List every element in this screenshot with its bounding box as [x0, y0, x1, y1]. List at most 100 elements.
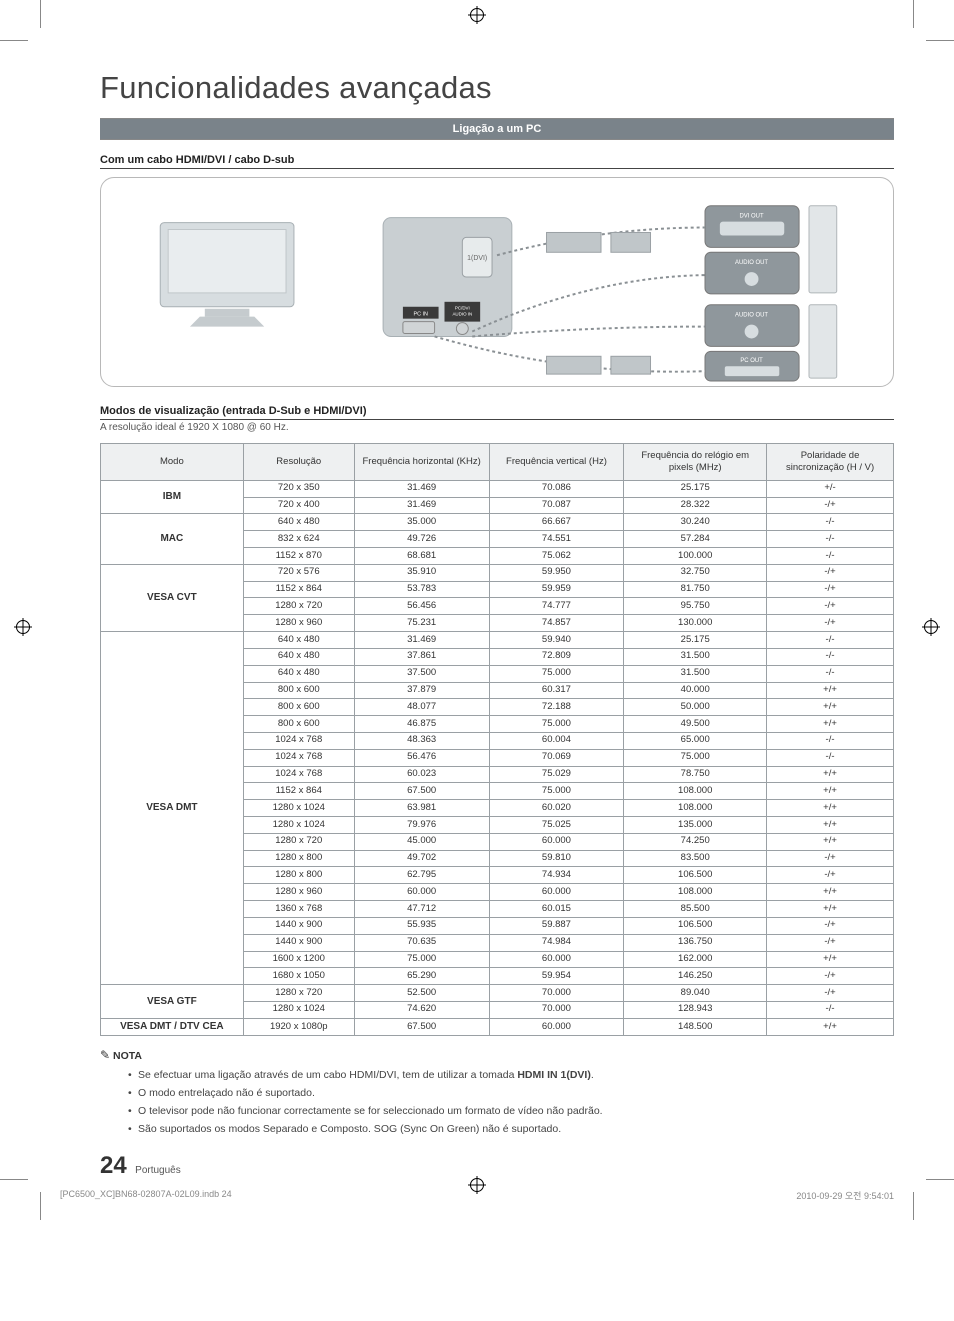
- table-cell: 59.810: [489, 850, 624, 867]
- section-bar: Ligação a um PC: [100, 118, 894, 140]
- page-footer: 24 Português: [100, 1152, 894, 1180]
- table-cell: 53.783: [354, 581, 489, 598]
- table-cell: 74.857: [489, 615, 624, 632]
- table-cell: 31.469: [354, 632, 489, 649]
- svg-text:1(DVI): 1(DVI): [467, 255, 487, 262]
- table-cell: 75.000: [489, 783, 624, 800]
- table-cell: 1280 x 1024: [243, 1001, 354, 1018]
- page-number: 24: [100, 1152, 127, 1179]
- table-cell: -/+: [767, 850, 894, 867]
- table-cell: 75.000: [354, 951, 489, 968]
- table-cell: 148.500: [624, 1018, 767, 1036]
- table-cell: -/-: [767, 665, 894, 682]
- crop-mark: [926, 1179, 954, 1180]
- table-cell: 70.000: [489, 985, 624, 1002]
- subheading-cable: Com um cabo HDMI/DVI / cabo D-sub: [100, 154, 894, 169]
- table-cell: 832 x 624: [243, 531, 354, 548]
- table-cell: 800 x 600: [243, 699, 354, 716]
- page-language: Português: [135, 1165, 181, 1176]
- svg-text:PC OUT: PC OUT: [740, 358, 763, 364]
- table-cell: 55.935: [354, 917, 489, 934]
- table-cell: +/+: [767, 833, 894, 850]
- table-cell: 46.875: [354, 716, 489, 733]
- table-cell: +/-: [767, 480, 894, 497]
- table-header: Modo: [101, 444, 244, 481]
- table-cell: -/+: [767, 934, 894, 951]
- table-cell: 60.000: [489, 833, 624, 850]
- mode-cell: MAC: [101, 514, 244, 564]
- table-cell: -/-: [767, 648, 894, 665]
- table-cell: -/-: [767, 749, 894, 766]
- table-cell: 74.777: [489, 598, 624, 615]
- table-cell: 40.000: [624, 682, 767, 699]
- table-cell: 75.025: [489, 817, 624, 834]
- table-cell: 37.500: [354, 665, 489, 682]
- table-cell: 78.750: [624, 766, 767, 783]
- table-cell: 800 x 600: [243, 716, 354, 733]
- table-cell: +/+: [767, 699, 894, 716]
- table-cell: -/-: [767, 1001, 894, 1018]
- table-cell: 720 x 400: [243, 497, 354, 514]
- crop-mark: [40, 1192, 41, 1220]
- table-cell: 108.000: [624, 783, 767, 800]
- table-cell: -/+: [767, 598, 894, 615]
- nota-item: O modo entrelaçado não é suportado.: [128, 1084, 894, 1102]
- table-cell: 162.000: [624, 951, 767, 968]
- table-cell: +/+: [767, 884, 894, 901]
- table-cell: 106.500: [624, 917, 767, 934]
- table-cell: 45.000: [354, 833, 489, 850]
- table-cell: 60.000: [354, 884, 489, 901]
- table-cell: 31.469: [354, 497, 489, 514]
- table-cell: 37.879: [354, 682, 489, 699]
- table-cell: 75.231: [354, 615, 489, 632]
- table-cell: 75.029: [489, 766, 624, 783]
- table-row: VESA GTF1280 x 72052.50070.00089.040-/+: [101, 985, 894, 1002]
- table-cell: 60.000: [489, 884, 624, 901]
- table-cell: 35.000: [354, 514, 489, 531]
- table-cell: 640 x 480: [243, 632, 354, 649]
- table-cell: 128.943: [624, 1001, 767, 1018]
- table-row: IBM720 x 35031.46970.08625.175+/-: [101, 480, 894, 497]
- table-cell: -/+: [767, 581, 894, 598]
- svg-text:PC IN: PC IN: [413, 312, 428, 318]
- table-cell: 59.950: [489, 564, 624, 581]
- table-cell: +/+: [767, 800, 894, 817]
- svg-text:AUDIO OUT: AUDIO OUT: [735, 260, 768, 266]
- table-cell: 100.000: [624, 548, 767, 565]
- table-cell: -/+: [767, 968, 894, 985]
- table-cell: +/+: [767, 682, 894, 699]
- table-cell: +/+: [767, 951, 894, 968]
- nota-item: O televisor pode não funcionar correctam…: [128, 1102, 894, 1120]
- table-cell: 60.023: [354, 766, 489, 783]
- table-cell: 74.551: [489, 531, 624, 548]
- crop-mark: [0, 40, 28, 41]
- table-cell: 1440 x 900: [243, 917, 354, 934]
- table-cell: 59.887: [489, 917, 624, 934]
- table-cell: 67.500: [354, 783, 489, 800]
- table-cell: 56.456: [354, 598, 489, 615]
- table-cell: 108.000: [624, 884, 767, 901]
- table-cell: 48.363: [354, 732, 489, 749]
- table-cell: 49.702: [354, 850, 489, 867]
- table-cell: -/+: [767, 564, 894, 581]
- table-cell: 95.750: [624, 598, 767, 615]
- table-cell: 70.635: [354, 934, 489, 951]
- table-row: VESA DMT / DTV CEA1920 x 1080p67.50060.0…: [101, 1018, 894, 1036]
- table-cell: 31.500: [624, 648, 767, 665]
- svg-text:PC/DVI: PC/DVI: [455, 306, 470, 311]
- nota-item: São suportados os modos Separado e Compo…: [128, 1120, 894, 1138]
- table-cell: 48.077: [354, 699, 489, 716]
- nota-item: Se efectuar uma ligação através de um ca…: [128, 1066, 894, 1084]
- table-cell: 75.000: [624, 749, 767, 766]
- table-cell: 56.476: [354, 749, 489, 766]
- table-cell: +/+: [767, 817, 894, 834]
- print-footer-left: [PC6500_XC]BN68-02807A-02L09.indb 24: [60, 1189, 232, 1202]
- table-row: VESA CVT720 x 57635.91059.95032.750-/+: [101, 564, 894, 581]
- table-cell: 1024 x 768: [243, 749, 354, 766]
- print-footer-right: 2010-09-29 오전 9:54:01: [796, 1189, 894, 1202]
- table-cell: 65.000: [624, 732, 767, 749]
- table-cell: 25.175: [624, 632, 767, 649]
- crop-mark: [0, 1179, 28, 1180]
- subheading-modes: Modos de visualização (entrada D-Sub e H…: [100, 405, 894, 420]
- table-header: Frequência horizontal (KHz): [354, 444, 489, 481]
